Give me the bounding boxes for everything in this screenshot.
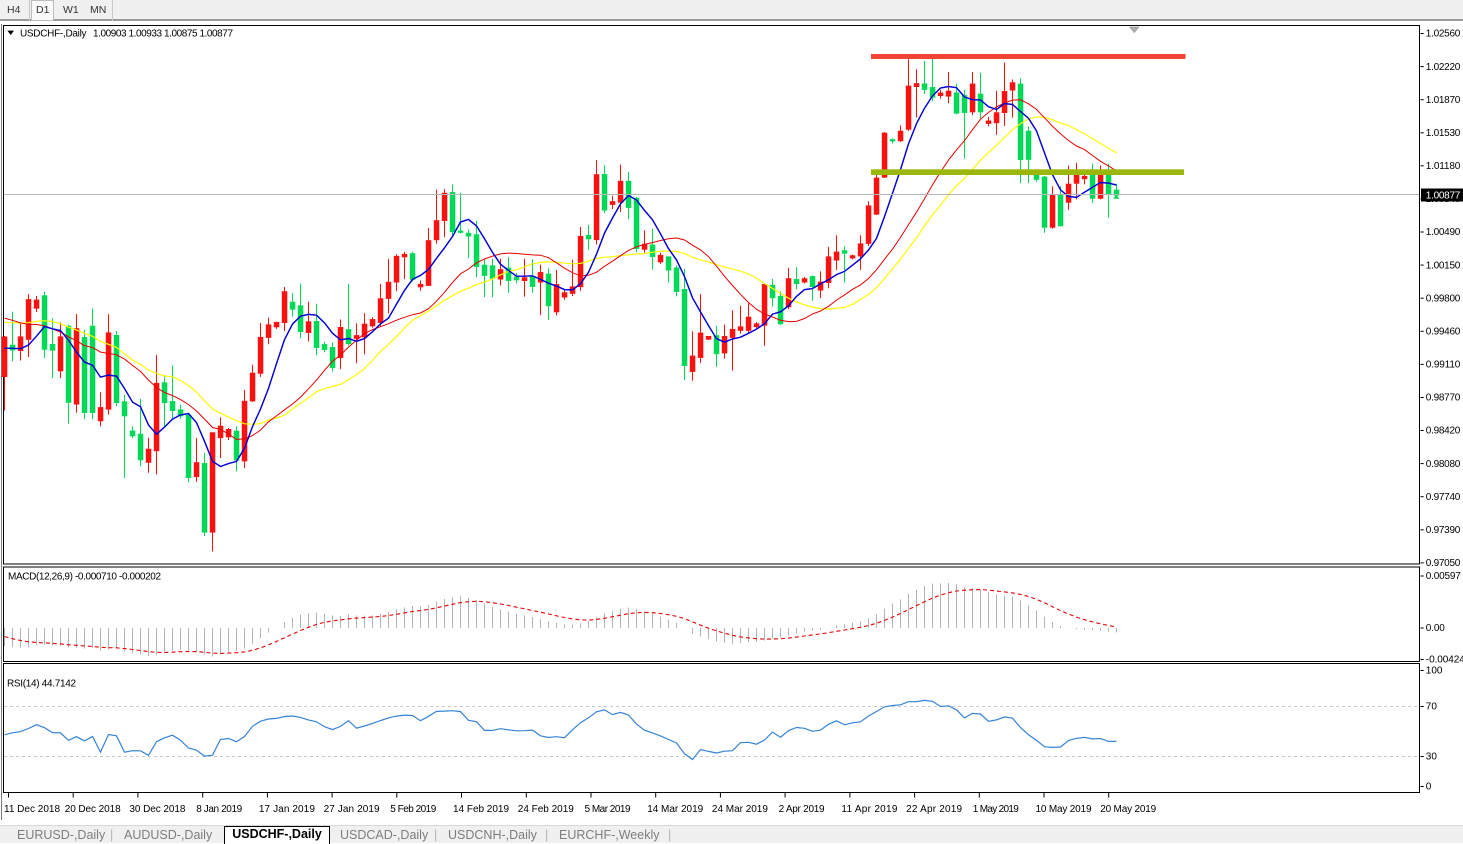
svg-text:17 Jan 2019: 17 Jan 2019: [259, 804, 315, 815]
svg-text:27 Jan 2019: 27 Jan 2019: [324, 804, 380, 815]
svg-text:1 May 2019: 1 May 2019: [973, 804, 1019, 815]
svg-text:20 May 2019: 20 May 2019: [1100, 804, 1156, 815]
svg-text:11 Apr 2019: 11 Apr 2019: [841, 804, 897, 815]
svg-text:5 Feb 2019: 5 Feb 2019: [390, 804, 436, 815]
svg-text:22 Apr 2019: 22 Apr 2019: [906, 804, 962, 815]
svg-text:0.00: 0.00: [1426, 623, 1445, 634]
svg-text:1.01180: 1.01180: [1426, 161, 1461, 172]
svg-text:1.00150: 1.00150: [1426, 260, 1461, 271]
svg-text:24 Feb 2019: 24 Feb 2019: [518, 804, 574, 815]
svg-text:0.99800: 0.99800: [1426, 293, 1461, 304]
svg-text:10 May 2019: 10 May 2019: [1036, 804, 1092, 815]
svg-text:MACD(12,26,9) -0.000710 -0.000: MACD(12,26,9) -0.000710 -0.000202: [8, 572, 161, 583]
svg-text:14 Feb 2019: 14 Feb 2019: [453, 804, 509, 815]
svg-text:0.98080: 0.98080: [1426, 459, 1461, 470]
svg-text:8 Jan 2019: 8 Jan 2019: [196, 804, 242, 815]
svg-text:0.97390: 0.97390: [1426, 525, 1461, 536]
svg-text:1.00490: 1.00490: [1426, 227, 1461, 238]
svg-text:1.02220: 1.02220: [1426, 62, 1461, 73]
svg-text:0.99110: 0.99110: [1426, 360, 1461, 371]
svg-text:20 Dec 2018: 20 Dec 2018: [65, 804, 121, 815]
svg-text:USDCHF-,Daily: USDCHF-,Daily: [20, 29, 87, 40]
svg-text:14 Mar 2019: 14 Mar 2019: [647, 804, 703, 815]
svg-text:0.98770: 0.98770: [1426, 393, 1461, 404]
svg-text:11 Dec 2018: 11 Dec 2018: [4, 804, 60, 815]
svg-text:0.98420: 0.98420: [1426, 426, 1461, 437]
svg-text:RSI(14) 44.7142: RSI(14) 44.7142: [7, 679, 76, 690]
svg-text:30 Dec 2018: 30 Dec 2018: [129, 804, 185, 815]
svg-text:0: 0: [1426, 782, 1432, 793]
svg-text:1.01530: 1.01530: [1426, 128, 1461, 139]
svg-text:1.02560: 1.02560: [1426, 29, 1461, 40]
svg-text:1.01870: 1.01870: [1426, 95, 1461, 106]
svg-text:0.00597: 0.00597: [1426, 571, 1461, 582]
svg-text:1.00903 1.00933 1.00875 1.0087: 1.00903 1.00933 1.00875 1.00877: [93, 29, 233, 40]
svg-text:0.99460: 0.99460: [1426, 327, 1461, 338]
svg-text:0.97050: 0.97050: [1426, 558, 1461, 569]
svg-text:24 Mar 2019: 24 Mar 2019: [712, 804, 768, 815]
svg-text:70: 70: [1426, 702, 1438, 713]
svg-text:2 Apr 2019: 2 Apr 2019: [779, 804, 825, 815]
svg-text:-0.0042430: -0.0042430: [1426, 655, 1463, 666]
svg-text:1.00877: 1.00877: [1426, 191, 1461, 202]
svg-text:0.97740: 0.97740: [1426, 492, 1461, 503]
svg-text:100: 100: [1426, 666, 1443, 677]
svg-text:5 Mar 2019: 5 Mar 2019: [585, 804, 631, 815]
svg-text:30: 30: [1426, 752, 1438, 763]
